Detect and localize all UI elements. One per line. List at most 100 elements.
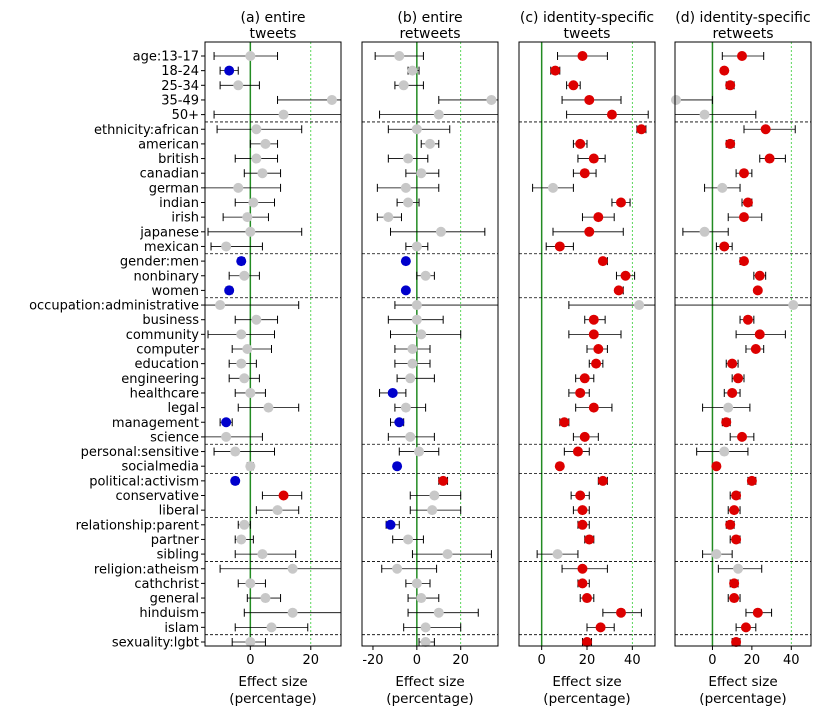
data-point [420,637,431,647]
panel-frame [361,41,499,647]
row-label: conservative [115,489,199,504]
row-label: political:activism [89,474,199,489]
data-point [593,212,604,223]
data-point [788,300,799,311]
data-point [239,519,250,530]
data-point [400,182,411,193]
data-point [548,182,558,193]
error-bar [394,301,499,310]
data-point [236,358,247,369]
data-point [411,241,422,252]
row-label: partner [151,533,200,548]
data-point [233,80,244,91]
data-point [737,431,748,442]
data-point [584,534,595,545]
data-point [239,373,250,384]
data-point [754,329,765,340]
row-label: american [138,137,199,152]
error-bar [213,447,276,456]
panel-title-line1: (c) identity-specific [520,10,654,26]
data-point [326,94,337,105]
row-label: cathchrist [134,577,199,592]
data-point [737,51,748,61]
data-point [392,563,403,574]
row-label: canadian [140,167,199,182]
row-label: british [158,152,199,167]
data-point [221,417,232,428]
row-label: ethnicity:african [94,123,199,138]
data-point [731,490,742,501]
x-axis-label-line2: (percentage) [543,691,630,707]
data-point [733,563,744,574]
row-label: age:13-17 [133,50,199,65]
row-label: engineering [121,372,199,387]
data-point [725,80,736,91]
data-point [591,358,602,369]
data-point [719,241,730,252]
panel-title-line2: retweets [399,26,460,42]
data-point [731,534,742,545]
data-point [411,124,422,135]
data-point [230,475,241,486]
data-point [575,138,586,149]
row-label: religion:atheism [94,562,199,577]
data-point [245,578,256,589]
data-point [251,314,262,325]
data-point [245,226,256,237]
x-tick-label: 20 [579,653,596,668]
row-label: socialmedia [121,460,199,475]
data-point [287,563,298,574]
data-point [552,549,563,560]
data-point [221,431,232,442]
data-point [242,344,253,354]
data-point [403,153,414,164]
x-tick-label: 0 [538,653,546,668]
data-point [577,563,588,574]
data-point [725,138,736,149]
row-label: german [149,181,199,196]
data-point [711,461,722,472]
row-label: occupation:administrative [29,299,199,314]
data-point [236,256,247,267]
data-point [584,94,595,105]
data-point [263,402,274,413]
data-point [403,534,414,545]
data-point [239,270,250,281]
data-point [721,417,732,428]
row-label: women [152,284,200,299]
error-bar [213,110,342,119]
panel-title-line2: tweets [250,26,297,42]
data-point [224,285,235,296]
data-point [407,65,418,76]
data-point [752,607,763,618]
data-point [588,402,599,413]
data-point [414,446,425,457]
data-point [398,80,409,91]
x-axis-label-line1: Effect size [238,674,307,690]
row-label: management [112,416,199,431]
data-point [597,475,608,486]
data-point [752,285,763,296]
row-label: 25-34 [161,79,199,94]
data-point [272,505,283,516]
error-bar [204,432,263,441]
data-point [442,549,453,560]
panel-title-line2: retweets [712,26,773,42]
row-label: legal [168,401,199,416]
data-point [233,182,244,193]
x-tick-label: 20 [744,653,761,668]
data-point [387,387,398,398]
data-point [742,314,753,325]
data-point [729,505,740,516]
data-point [733,373,744,384]
data-point [486,94,497,105]
data-point [760,124,771,135]
data-point [577,51,588,61]
row-label: computer [136,343,199,358]
data-point [584,226,595,237]
data-point [616,197,626,208]
